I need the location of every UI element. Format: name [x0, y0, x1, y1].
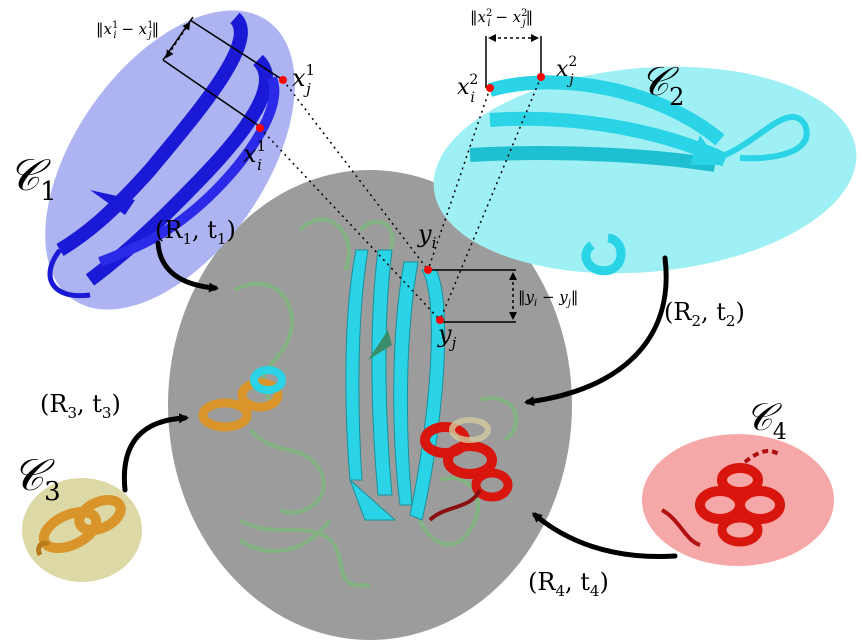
point-xj2: [537, 73, 545, 81]
point-yj: [436, 316, 444, 324]
label-xj1: x1 j: [292, 61, 315, 98]
cluster-c1-region: [45, 10, 295, 310]
arrow-t4: [531, 512, 678, 560]
arrow-t3: [121, 413, 189, 493]
label-distance-c2: ‖x2 i − x2 j‖: [470, 8, 533, 29]
label-xj2: x2 j: [556, 54, 577, 88]
central-coil-loops: [234, 217, 519, 588]
label-t3: (R3, t3): [40, 390, 121, 422]
label-c3: 𝒞3: [12, 450, 61, 507]
cluster-c1-beta-sheet: [47, 12, 280, 299]
label-t4: (R4, t4): [528, 568, 609, 600]
label-distance-c1: ‖x1 i − x1 j‖: [96, 20, 159, 41]
label-t1: (R1, t1): [155, 216, 236, 248]
distance-bracket-c1: [162, 16, 284, 129]
distance-bracket-c2: [485, 34, 542, 88]
point-xi1: [256, 124, 264, 132]
label-distance-y: ‖yi − yj‖: [518, 288, 578, 309]
distance-bracket-y: [428, 269, 517, 323]
point-yi: [424, 266, 432, 274]
label-t2: (R2, t2): [664, 298, 745, 330]
transform-arrows: [121, 240, 678, 560]
cluster-c4-helix: [660, 448, 785, 547]
label-xi1: x1 i: [243, 137, 266, 174]
point-xj1: [279, 76, 287, 84]
arrow-t1: [155, 240, 219, 293]
arrow-t2: [524, 255, 669, 407]
central-helix-c3: [198, 366, 286, 432]
label-c1: 𝒞1: [8, 150, 57, 207]
label-yj: yj: [437, 320, 457, 352]
correspondence-lines: [259, 76, 542, 321]
cluster-c3-helix: [36, 494, 126, 557]
point-xi2: [486, 84, 494, 92]
central-helix-c4: [420, 417, 513, 522]
label-c4: 𝒞4: [745, 395, 787, 445]
label-yi: yi: [417, 220, 437, 252]
central-beta-sheet: [345, 249, 446, 521]
label-xi2: x2 i: [457, 72, 478, 106]
cluster-c2-beta-sheet: [469, 75, 810, 276]
